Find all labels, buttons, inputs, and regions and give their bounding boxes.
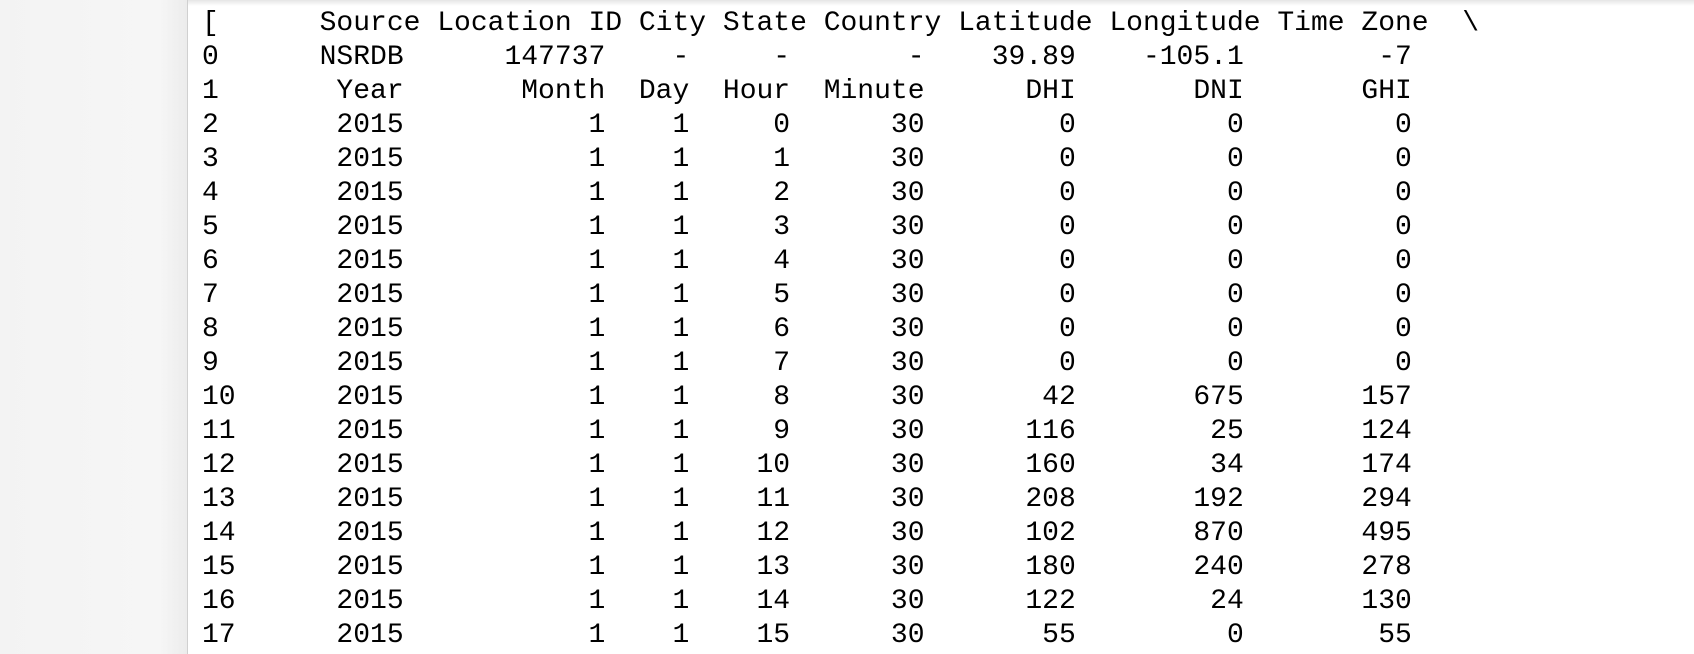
output-line: 13 2015 1 1 11 30 208 192 294 (202, 484, 1412, 515)
output-line: 0 NSRDB 147737 - - - 39.89 -105.1 -7 (202, 42, 1412, 73)
prompt-gutter (0, 0, 188, 654)
output-line: 6 2015 1 1 4 30 0 0 0 (202, 246, 1412, 277)
output-line: 9 2015 1 1 7 30 0 0 0 (202, 348, 1412, 379)
output-line: 8 2015 1 1 6 30 0 0 0 (202, 314, 1412, 345)
dataframe-output: [ Source Location ID City State Country … (202, 7, 1479, 653)
output-line: [ Source Location ID City State Country … (202, 8, 1480, 39)
output-line: 12 2015 1 1 10 30 160 34 174 (202, 450, 1412, 481)
output-line: 10 2015 1 1 8 30 42 675 157 (202, 382, 1412, 413)
output-line: 5 2015 1 1 3 30 0 0 0 (202, 212, 1412, 243)
output-line: 17 2015 1 1 15 30 55 0 55 (202, 620, 1412, 651)
output-line: 7 2015 1 1 5 30 0 0 0 (202, 280, 1412, 311)
output-line: 1 Year Month Day Hour Minute DHI DNI GHI (202, 76, 1412, 107)
output-line: 2 2015 1 1 0 30 0 0 0 (202, 110, 1412, 141)
output-top-shadow (188, 0, 1694, 6)
output-line: 14 2015 1 1 12 30 102 870 495 (202, 518, 1412, 549)
cell-output-area: [ Source Location ID City State Country … (189, 0, 1694, 654)
output-line: 4 2015 1 1 2 30 0 0 0 (202, 178, 1412, 209)
output-line: 16 2015 1 1 14 30 122 24 130 (202, 586, 1412, 617)
output-line: 11 2015 1 1 9 30 116 25 124 (202, 416, 1412, 447)
output-line: 3 2015 1 1 1 30 0 0 0 (202, 144, 1412, 175)
output-line: 15 2015 1 1 13 30 180 240 278 (202, 552, 1412, 583)
